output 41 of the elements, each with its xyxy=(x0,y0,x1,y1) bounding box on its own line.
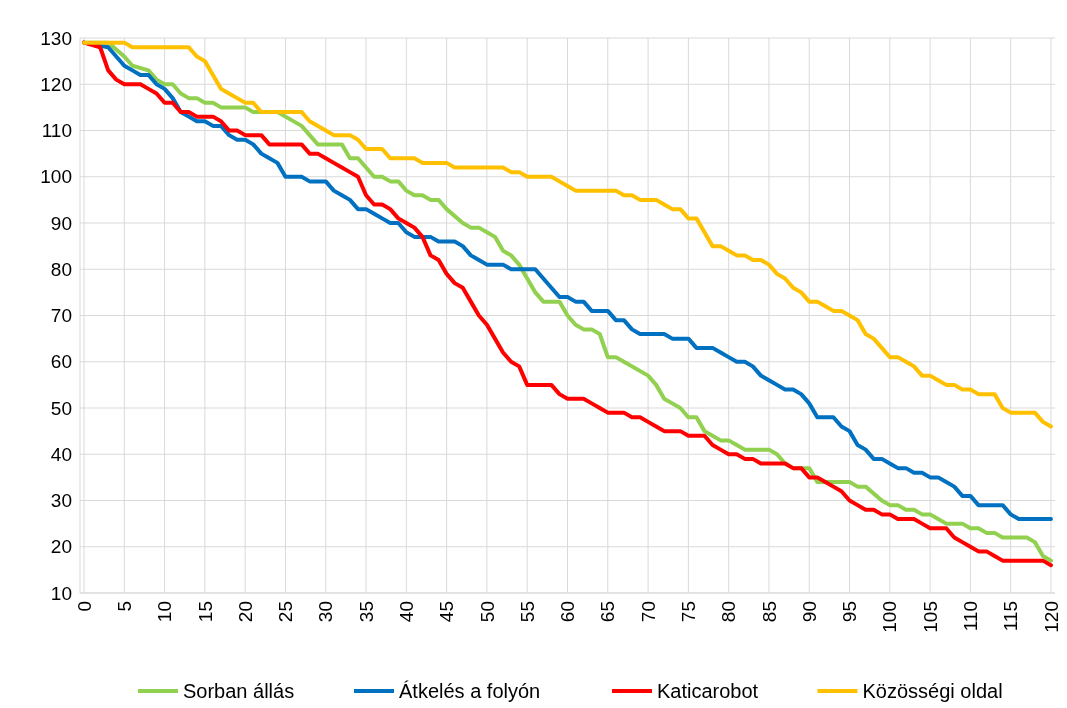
x-tick-label: 15 xyxy=(194,601,216,623)
x-tick-label: 115 xyxy=(1000,601,1022,632)
x-tick-label: 110 xyxy=(960,601,982,632)
x-tick-label: 20 xyxy=(234,601,256,623)
y-tick-label: 20 xyxy=(50,536,72,558)
y-tick-label: 80 xyxy=(50,258,72,280)
x-tick-label: 95 xyxy=(839,601,861,623)
x-tick-label: 70 xyxy=(637,601,659,623)
x-tick-label: 35 xyxy=(355,601,377,623)
x-tick-label: 65 xyxy=(597,601,619,623)
y-tick-label: 100 xyxy=(40,166,72,188)
x-tick-label: 60 xyxy=(557,601,579,623)
y-tick-label: 50 xyxy=(50,397,72,419)
x-tick-label: 25 xyxy=(275,601,297,623)
x-tick-label: 55 xyxy=(516,601,538,623)
x-tick-label: 30 xyxy=(315,601,337,623)
legend-label: Katicarobot xyxy=(657,680,759,702)
x-tick-label: 10 xyxy=(154,601,176,623)
x-tick-label: 80 xyxy=(718,601,740,623)
y-tick-label: 120 xyxy=(40,73,72,95)
y-tick-label: 130 xyxy=(40,27,72,49)
x-tick-label: 0 xyxy=(73,601,95,612)
x-tick-label: 75 xyxy=(678,601,700,623)
x-tick-label: 85 xyxy=(758,601,780,623)
x-tick-label: 120 xyxy=(1040,601,1062,633)
x-tick-label: 50 xyxy=(476,601,498,623)
x-tick-label: 5 xyxy=(113,601,135,612)
x-tick-label: 100 xyxy=(879,601,901,633)
y-tick-label: 30 xyxy=(50,490,72,512)
y-tick-label: 60 xyxy=(50,351,72,373)
y-tick-label: 70 xyxy=(50,305,72,327)
x-tick-label: 90 xyxy=(798,601,820,623)
legend-label: Sorban állás xyxy=(183,680,295,702)
x-tick-label: 40 xyxy=(395,601,417,623)
x-tick-label: 105 xyxy=(919,601,941,633)
y-tick-label: 110 xyxy=(41,120,72,142)
legend-label: Átkelés a folyón xyxy=(399,680,541,702)
y-tick-label: 40 xyxy=(50,443,72,465)
legend-label: Közösségi oldal xyxy=(862,680,1003,702)
y-tick-label: 90 xyxy=(50,212,72,234)
x-tick-label: 45 xyxy=(436,601,458,623)
